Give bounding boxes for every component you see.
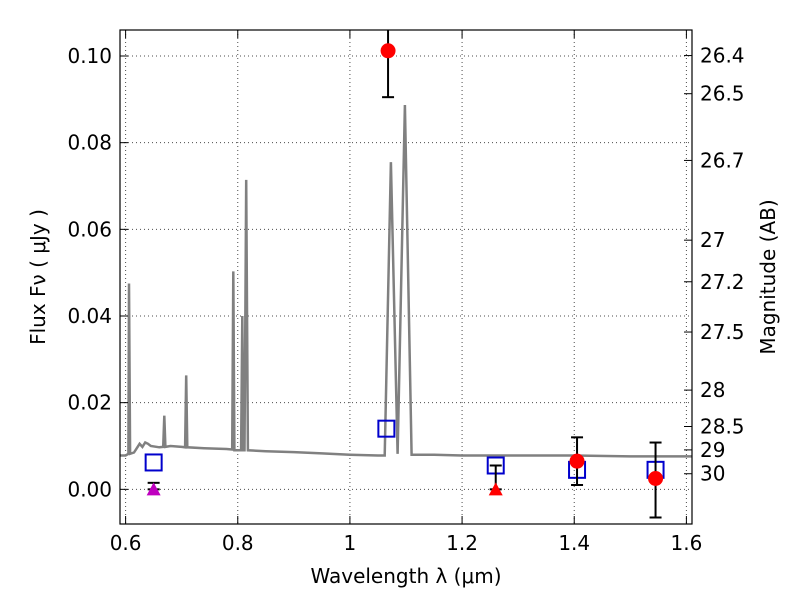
y-tick-label: 0.02: [67, 391, 112, 415]
right-tick-label: 27.2: [700, 270, 745, 294]
y-tick-label: 0.08: [67, 131, 112, 155]
right-axis-label: Magnitude (AB): [756, 199, 780, 354]
plot-area: [120, 30, 692, 519]
measurement-point: [569, 453, 585, 469]
measurement-point: [648, 471, 664, 486]
upper-limit-triangle: [146, 482, 161, 496]
measurement-point: [380, 43, 396, 59]
x-tick-label: 0.8: [222, 531, 254, 555]
x-tick-label: 1: [344, 531, 357, 555]
x-tick-label: 1.6: [670, 531, 702, 555]
x-tick-label: 0.6: [110, 531, 142, 555]
x-axis-label: Wavelength λ (μm): [310, 564, 501, 588]
upper-limit-triangle: [488, 482, 503, 496]
x-tick-label: 1.4: [558, 531, 590, 555]
photometry-square: [144, 453, 163, 472]
right-tick-label: 26.5: [700, 82, 745, 106]
y-tick-label: 0.04: [67, 304, 112, 328]
plot-frame: [119, 29, 693, 525]
y-tick-label: 0.10: [67, 44, 112, 68]
photometry-square: [377, 419, 396, 438]
right-tick-label: 30: [700, 462, 725, 486]
right-tick-label: 28: [700, 378, 725, 402]
right-tick-label: 27.5: [700, 320, 745, 344]
x-tick-label: 1.2: [446, 531, 478, 555]
right-tick-label: 29: [700, 438, 725, 462]
right-tick-label: 26.4: [700, 44, 745, 68]
right-tick-label: 27: [700, 228, 725, 252]
right-tick-label: 28.5: [700, 415, 745, 439]
spectrum-line: [120, 104, 692, 458]
y-axis-label: Flux Fν ( μJy ): [26, 209, 50, 345]
y-tick-label: 0.00: [67, 477, 112, 501]
y-tick-label: 0.06: [67, 217, 112, 241]
right-tick-label: 26.7: [700, 148, 745, 172]
ticks: 0.6 0.8 1 1.2 1.4 1.6 0.00 0.02 0.04 0.06 0.08 0.10…: [67, 30, 745, 555]
grid: [120, 30, 692, 524]
